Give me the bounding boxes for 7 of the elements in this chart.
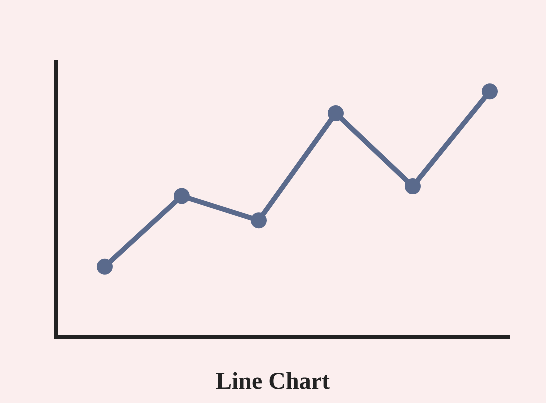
point — [96, 258, 113, 275]
point — [250, 212, 267, 229]
point — [482, 84, 498, 100]
text: Line Chart — [216, 368, 330, 395]
point — [404, 178, 421, 195]
point — [174, 188, 190, 204]
point — [328, 106, 344, 122]
